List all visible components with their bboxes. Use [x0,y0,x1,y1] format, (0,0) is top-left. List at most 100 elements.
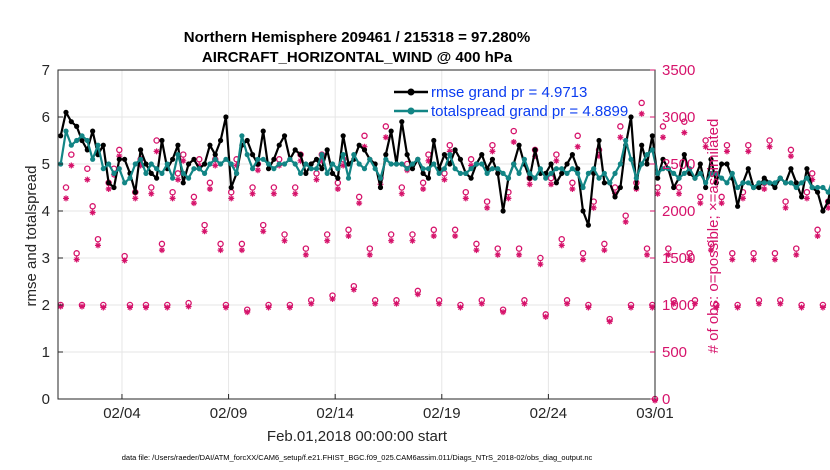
obs-assimilated-marker [74,257,80,263]
obs-assimilated-marker [623,219,629,225]
obs-assimilated-marker [260,228,266,234]
rmse-marker [554,180,559,185]
obs-assimilated-marker [553,158,559,164]
rmse-marker [421,171,426,176]
rmse-marker [405,152,410,157]
x-tick-label: 02/24 [530,405,568,422]
obs-possible-marker [788,147,793,152]
obs-assimilated-marker [463,195,469,201]
obs-possible-marker [357,194,362,199]
rmse-marker [602,180,607,185]
rmse-marker [762,176,767,181]
obs-assimilated-marker [367,252,373,258]
rmse-marker [298,152,303,157]
obs-assimilated-marker [122,257,128,263]
totalspread-marker [527,171,532,176]
rmse-marker [319,166,324,171]
rmse-marker [788,166,793,171]
totalspread-marker [778,176,783,181]
totalspread-marker [197,166,202,171]
obs-assimilated-marker [266,304,272,310]
obs-possible-marker [95,237,100,242]
obs-assimilated-marker [575,144,581,150]
totalspread-marker [458,171,463,176]
totalspread-marker [357,161,362,166]
obs-assimilated-marker [388,238,394,244]
totalspread-marker [90,157,95,162]
obs-assimilated-marker [537,261,543,267]
totalspread-marker [394,161,399,166]
obs-possible-marker [207,180,212,185]
obs-possible-marker [175,171,180,176]
obs-assimilated-marker [799,304,805,310]
obs-possible-marker [639,100,644,105]
rmse-marker [175,143,180,148]
obs-assimilated-marker [521,301,527,307]
obs-assimilated-marker [729,257,735,263]
obs-assimilated-marker [676,191,682,197]
totalspread-marker [239,133,244,138]
right-y-tick-label: 2500 [662,156,695,173]
totalspread-marker [639,161,644,166]
obs-possible-marker [421,180,426,185]
totalspread-marker [586,171,591,176]
obs-assimilated-marker [303,252,309,258]
rmse-marker [650,133,655,138]
obs-possible-marker [117,147,122,152]
totalspread-marker [106,161,111,166]
rmse-marker [186,161,191,166]
right-axis-ticks: 0500100015002000250030003500 [650,62,695,408]
legend-rmse-marker [408,89,415,96]
obs-possible-marker [170,190,175,195]
obs-assimilated-marker [409,238,415,244]
rmse-marker [90,129,95,134]
totalspread-marker [319,152,324,157]
totalspread-marker [261,157,266,162]
obs-assimilated-marker [95,242,101,248]
obs-assimilated-marker [607,319,613,325]
obs-assimilated-marker [282,238,288,244]
obs-assimilated-marker [287,304,293,310]
totalspread-marker [191,166,196,171]
totalspread-marker [293,161,298,166]
y-tick-label: 7 [42,62,50,79]
obs-possible-marker [335,180,340,185]
rmse-marker [357,143,362,148]
rmse-marker [639,143,644,148]
totalspread-marker [170,176,175,181]
obs-possible-marker [85,166,90,171]
y-tick-label: 3 [42,250,50,267]
rmse-marker [261,129,266,134]
obs-possible-marker [570,180,575,185]
obs-possible-marker [469,157,474,162]
rmse-marker [325,147,330,152]
obs-assimilated-marker [207,186,213,192]
obs-possible-marker [399,185,404,190]
rmse-marker [111,185,116,190]
rmse-marker [117,157,122,162]
rmse-marker [159,138,164,143]
obs-assimilated-marker [489,148,495,154]
obs-possible-marker [767,138,772,143]
totalspread-marker [277,161,282,166]
obs-assimilated-marker [495,252,501,258]
obs-possible-marker [810,171,815,176]
totalspread-marker [127,176,132,181]
totalspread-marker [746,180,751,185]
totalspread-marker [346,176,351,181]
obs-possible-marker [261,223,266,228]
obs-possible-marker [410,232,415,237]
obs-possible-marker [346,227,351,232]
x-tick-label: 02/09 [210,405,248,422]
rmse-marker [74,124,79,129]
rmse-marker [735,204,740,209]
obs-possible-marker [804,190,809,195]
obs-assimilated-marker [292,191,298,197]
obs-possible-marker [676,185,681,190]
obs-possible-marker [559,237,564,242]
totalspread-marker [314,166,319,171]
totalspread-marker [437,171,442,176]
totalspread-marker [378,176,383,181]
obs-possible-marker [367,246,372,251]
data-file-footer: data file: /Users/raeder/DAI/ATM_forcXX/… [122,453,593,462]
